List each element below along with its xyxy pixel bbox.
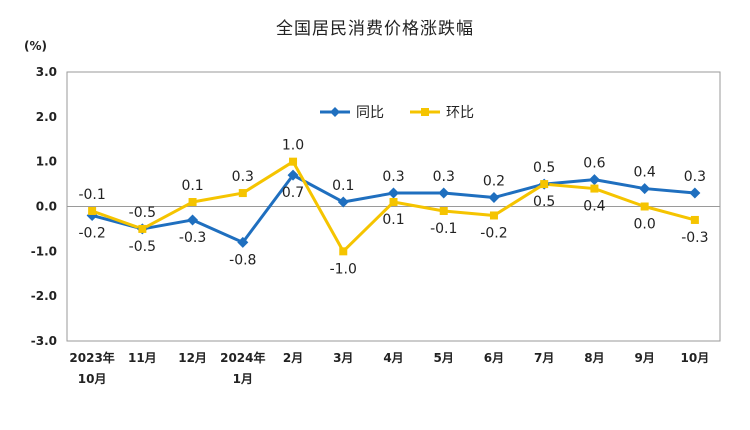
data-label: -0.2	[78, 225, 105, 241]
data-label: 0.1	[382, 212, 404, 228]
x-tick-label: 3月	[333, 351, 353, 365]
data-label: -0.2	[480, 225, 507, 241]
data-point-marker	[389, 198, 398, 207]
data-point-marker	[488, 192, 500, 204]
x-tick-label-line2: 10月	[78, 372, 107, 386]
legend-marker	[330, 107, 340, 117]
data-label: 0.4	[583, 199, 605, 215]
data-label: 0.1	[332, 178, 354, 194]
data-label: 0.3	[684, 169, 706, 185]
data-point-marker	[337, 196, 349, 208]
data-label: -0.1	[430, 221, 457, 237]
data-point-marker	[187, 214, 199, 226]
legend-label: 同比	[356, 105, 384, 121]
x-tick-label: 12月	[178, 351, 207, 365]
data-label: 0.7	[282, 185, 304, 201]
y-tick-label: 2.0	[36, 110, 57, 124]
x-tick-label: 4月	[383, 351, 403, 365]
data-label: 0.3	[433, 169, 455, 185]
data-point-marker	[237, 236, 249, 248]
y-tick-label: 3.0	[36, 65, 57, 79]
x-tick-label: 2月	[283, 351, 303, 365]
data-point-marker	[388, 187, 399, 199]
y-tick-label: -2.0	[31, 289, 57, 303]
x-tick-label: 6月	[484, 351, 504, 365]
data-label: 1.0	[282, 138, 304, 154]
data-point-marker	[689, 187, 701, 199]
data-label: 0.3	[382, 169, 404, 185]
y-tick-label: -3.0	[31, 334, 57, 348]
x-tick-label: 8月	[584, 351, 604, 365]
data-label: 0.5	[533, 160, 555, 176]
data-label: 0.4	[634, 165, 656, 181]
data-point-marker	[287, 169, 299, 181]
data-point-marker	[540, 180, 549, 189]
x-axis: 2023年 10月 11月 12月 2024年 1月 2月 3月 4月 5月 6月 7月 8月 9月 10月	[69, 350, 709, 386]
chart-title: 全国居民消费价格涨跌幅	[276, 19, 474, 39]
data-point-marker	[588, 174, 600, 186]
data-point-marker	[138, 224, 147, 233]
data-point-marker	[690, 215, 699, 224]
data-label: -0.3	[681, 230, 708, 246]
data-label: 0.6	[583, 156, 605, 172]
data-point-marker	[289, 157, 298, 166]
x-tick-label: 2023年	[69, 350, 114, 365]
data-label: -0.8	[229, 252, 256, 268]
data-label: -0.1	[78, 187, 105, 203]
data-label: 0.0	[634, 217, 656, 233]
legend: 同比 环比	[320, 105, 474, 121]
data-point-marker	[639, 183, 651, 195]
data-point-marker	[238, 189, 247, 198]
data-point-marker	[438, 187, 450, 199]
x-tick-label: 10月	[681, 351, 710, 365]
y-tick-label: 0.0	[36, 200, 57, 214]
data-point-marker	[188, 198, 197, 207]
data-label: 0.1	[181, 178, 203, 194]
data-point-marker	[590, 184, 599, 193]
data-label: -0.5	[129, 205, 156, 221]
data-point-marker	[88, 206, 97, 215]
y-axis: 3.0 2.0 1.0 0.0 -1.0 -2.0 -3.0	[31, 65, 57, 348]
x-tick-label: 5月	[434, 351, 454, 365]
x-tick-label: 9月	[634, 351, 654, 365]
y-tick-label: -1.0	[31, 244, 57, 258]
legend-marker	[421, 108, 429, 116]
x-tick-label: 7月	[534, 351, 554, 365]
data-point-marker	[439, 206, 448, 215]
data-label: -1.0	[330, 261, 357, 277]
legend-label: 环比	[446, 105, 474, 121]
data-label: 0.3	[232, 169, 254, 185]
data-label: -0.3	[179, 230, 206, 246]
data-point-marker	[339, 247, 348, 256]
y-tick-label: 1.0	[36, 155, 57, 169]
series-group: -0.2 -0.1 -0.5 -0.5 -0.3 0.1 -0.8 0.3 0.7 1.0 0.1 -…	[78, 138, 708, 278]
data-point-marker	[640, 202, 649, 211]
x-tick-label: 2024年	[220, 350, 265, 365]
data-label: 0.5	[533, 194, 555, 210]
data-label: -0.5	[129, 239, 156, 255]
data-point-marker	[489, 211, 498, 220]
data-label: 0.2	[483, 174, 505, 190]
x-tick-label-line2: 1月	[233, 372, 253, 386]
x-tick-label: 11月	[128, 351, 157, 365]
y-axis-unit: (%)	[24, 39, 47, 53]
